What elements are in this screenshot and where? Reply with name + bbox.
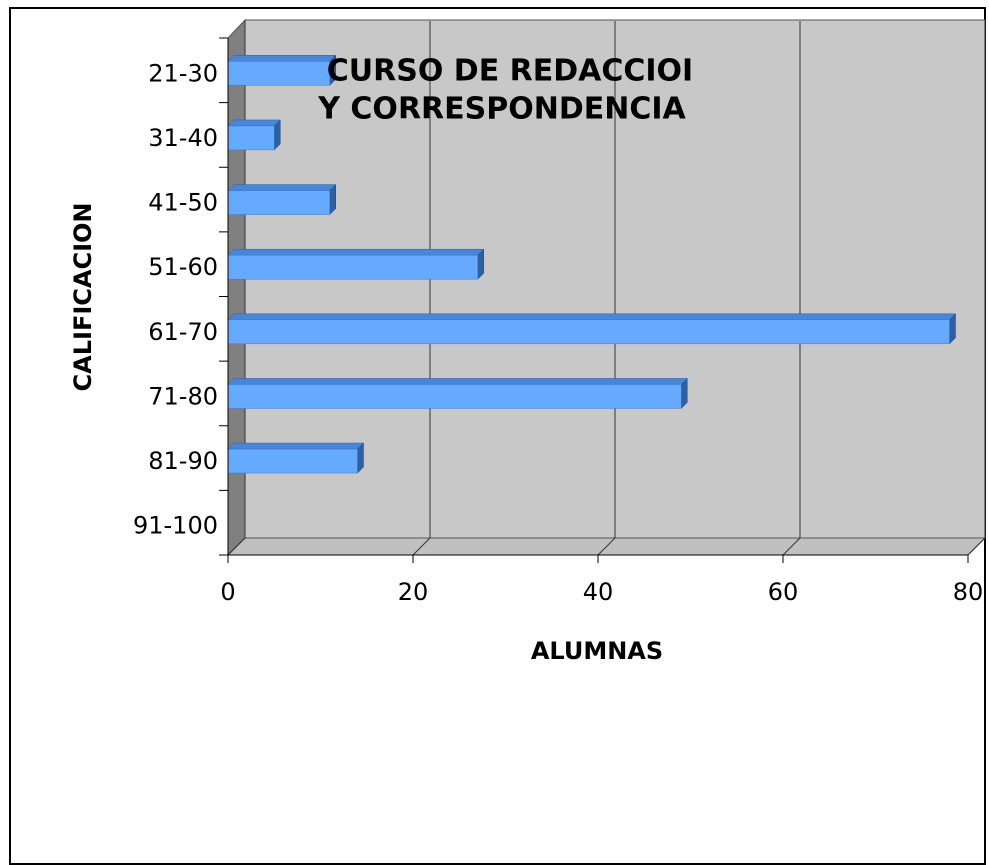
x-tick-label: 20	[398, 578, 429, 606]
y-tick-label: 71-80	[148, 382, 218, 410]
x-tick-label: 60	[768, 578, 799, 606]
bar	[227, 319, 950, 345]
bar	[227, 384, 682, 409]
chart-title: Y CORRESPONDENCIA	[317, 92, 686, 127]
grid-line	[967, 537, 986, 556]
bar	[227, 61, 330, 86]
y-tick-label: 21-30	[148, 59, 218, 87]
bar-top	[227, 378, 688, 385]
y-tick-label: 31-40	[148, 124, 218, 152]
y-axis-label: CALIFICACION	[69, 203, 97, 392]
bar	[227, 125, 275, 151]
side-wall	[227, 18, 246, 557]
bar	[227, 190, 330, 215]
bar-top	[227, 184, 337, 191]
grid-line	[227, 537, 246, 556]
grid-line	[782, 537, 801, 556]
bar-top	[227, 119, 281, 127]
y-tick-label: 91-100	[133, 512, 218, 540]
chart-title: CURSO DE REDACCIOI	[327, 54, 693, 89]
y-tick-label: 61-70	[148, 318, 218, 346]
x-tick-label: 80	[953, 578, 984, 606]
bar	[227, 448, 358, 474]
grid-line	[597, 537, 616, 556]
bar-top	[227, 248, 485, 256]
y-tick-label: 81-90	[148, 447, 218, 475]
grid-line	[412, 537, 431, 556]
plot	[227, 21, 986, 556]
y-tick-label: 51-60	[148, 253, 218, 281]
x-tick-label: 40	[583, 578, 614, 606]
x-axis-label: ALUMNAS	[531, 637, 663, 665]
bar-top	[227, 55, 337, 62]
bar-top	[227, 313, 957, 321]
bar-top	[227, 442, 365, 450]
y-tick-label: 41-50	[148, 189, 218, 217]
bar	[227, 254, 478, 280]
x-tick-label: 0	[220, 578, 235, 606]
